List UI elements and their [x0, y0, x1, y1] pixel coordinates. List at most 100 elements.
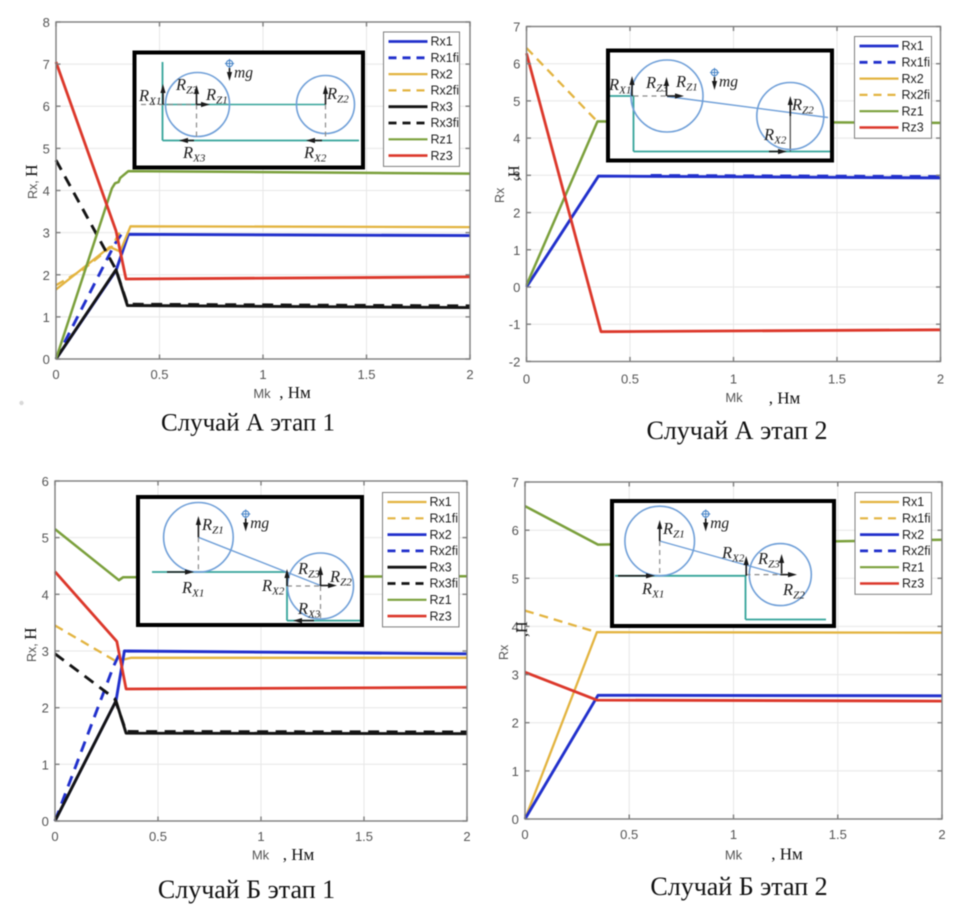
- svg-text:6: 6: [43, 99, 50, 114]
- svg-text:1: 1: [512, 764, 519, 779]
- svg-text:2: 2: [513, 206, 520, 221]
- svg-text:Случай А этап 2: Случай А этап 2: [646, 416, 827, 445]
- svg-text:Rx1fi: Rx1fi: [431, 51, 459, 65]
- svg-text:Rz3: Rz3: [430, 609, 452, 623]
- svg-text:, Нм: , Нм: [283, 845, 315, 864]
- svg-text:Mk: Mk: [725, 390, 743, 405]
- svg-text:4: 4: [43, 184, 50, 199]
- svg-text:Rz3: Rz3: [431, 149, 453, 163]
- svg-text:Rx, Н: Rx, Н: [22, 164, 41, 199]
- svg-text:Rx2fi: Rx2fi: [430, 544, 458, 558]
- svg-text:0: 0: [51, 829, 58, 844]
- svg-text:1.5: 1.5: [829, 827, 847, 842]
- svg-text:8: 8: [43, 15, 50, 30]
- svg-text:2: 2: [42, 701, 49, 716]
- svg-text:Rx2: Rx2: [431, 67, 453, 81]
- svg-text:1: 1: [43, 310, 50, 325]
- svg-text:-2: -2: [509, 354, 521, 369]
- svg-text:3: 3: [43, 226, 50, 241]
- svg-text:Rx: Rx: [497, 644, 511, 660]
- svg-text:, Нм: , Нм: [769, 389, 801, 408]
- svg-text:, Нм: , Нм: [771, 845, 803, 864]
- svg-text:4: 4: [512, 619, 519, 634]
- svg-text:6: 6: [512, 523, 519, 538]
- svg-text:,Н: ,Н: [514, 621, 531, 637]
- svg-text:Rx2fi: Rx2fi: [431, 84, 459, 98]
- svg-text:2: 2: [466, 367, 473, 382]
- svg-text:7: 7: [43, 57, 50, 72]
- svg-text:Rx3fi: Rx3fi: [430, 577, 458, 591]
- svg-text:Rx1: Rx1: [431, 35, 453, 49]
- svg-text:1.5: 1.5: [357, 367, 375, 382]
- svg-text:2: 2: [512, 716, 519, 731]
- svg-text:Rx2fi: Rx2fi: [902, 544, 930, 558]
- svg-text:Rz1: Rz1: [430, 593, 452, 607]
- svg-text:0: 0: [42, 814, 49, 829]
- svg-text:4: 4: [513, 131, 520, 146]
- svg-text:4: 4: [42, 587, 49, 602]
- svg-text:1: 1: [259, 367, 266, 382]
- svg-text:Rx, Н: Rx, Н: [21, 627, 40, 662]
- svg-text:Rx1: Rx1: [902, 495, 924, 509]
- svg-text:1.5: 1.5: [828, 371, 846, 386]
- svg-text:0.5: 0.5: [149, 829, 167, 844]
- svg-text:0: 0: [52, 367, 59, 382]
- svg-text:Случай Б этап 1: Случай Б этап 1: [158, 875, 335, 904]
- svg-text:1: 1: [730, 827, 737, 842]
- svg-text:Rx2fi: Rx2fi: [902, 88, 930, 102]
- svg-text:-1: -1: [509, 317, 521, 332]
- svg-text:Mk: Mk: [725, 848, 743, 863]
- svg-text:7: 7: [512, 475, 519, 490]
- svg-text:,Н: ,Н: [506, 165, 523, 181]
- svg-text:3: 3: [512, 668, 519, 683]
- svg-text:1: 1: [42, 757, 49, 772]
- svg-text:0.5: 0.5: [620, 827, 638, 842]
- svg-text:Rz3: Rz3: [902, 121, 924, 135]
- svg-text:5: 5: [43, 141, 50, 156]
- svg-text:Rx3: Rx3: [431, 100, 453, 114]
- svg-text:0: 0: [523, 371, 530, 386]
- svg-text:Случай А этап 1: Случай А этап 1: [161, 410, 335, 437]
- svg-text:Rz1: Rz1: [902, 104, 924, 118]
- svg-text:5: 5: [513, 94, 520, 109]
- svg-text:mg: mg: [719, 74, 738, 91]
- svg-text:0: 0: [513, 280, 520, 295]
- svg-text:1.5: 1.5: [355, 829, 373, 844]
- svg-text:, Нм: , Нм: [279, 383, 311, 402]
- svg-text:Rx1: Rx1: [430, 495, 452, 509]
- svg-text:Rx3: Rx3: [430, 560, 452, 574]
- svg-text:Rx2: Rx2: [902, 528, 924, 542]
- svg-text:6: 6: [42, 474, 49, 489]
- svg-text:Rx1fi: Rx1fi: [902, 512, 930, 526]
- svg-text:3: 3: [513, 168, 520, 183]
- svg-text:1: 1: [257, 829, 264, 844]
- svg-text:0.5: 0.5: [621, 371, 639, 386]
- svg-text:1: 1: [513, 243, 520, 258]
- svg-text:mg: mg: [710, 515, 729, 532]
- svg-text:Rx1: Rx1: [902, 39, 924, 53]
- svg-text:0: 0: [521, 827, 528, 842]
- svg-text:Случай Б этап 2: Случай Б этап 2: [650, 872, 827, 901]
- svg-text:2: 2: [463, 829, 470, 844]
- svg-text:Rx1fi: Rx1fi: [902, 56, 930, 70]
- svg-text:2: 2: [43, 268, 50, 283]
- svg-text:0: 0: [43, 352, 50, 367]
- svg-text:Rx2: Rx2: [902, 72, 924, 86]
- svg-text:7: 7: [513, 20, 520, 35]
- svg-text:Rz1: Rz1: [902, 560, 924, 574]
- svg-text:Rx: Rx: [493, 187, 507, 203]
- svg-text:6: 6: [513, 57, 520, 72]
- svg-text:Rz1: Rz1: [431, 133, 453, 147]
- svg-text:5: 5: [42, 531, 49, 546]
- svg-text:5: 5: [512, 571, 519, 586]
- svg-text:Rz3: Rz3: [902, 577, 924, 591]
- svg-text:Mk: Mk: [252, 848, 270, 863]
- svg-text:Mk: Mk: [253, 386, 271, 401]
- svg-text:3: 3: [42, 644, 49, 659]
- svg-text:Rx1fi: Rx1fi: [430, 512, 458, 526]
- svg-text:Rx3fi: Rx3fi: [431, 116, 459, 130]
- svg-text:0.5: 0.5: [150, 367, 168, 382]
- svg-text:Rx2: Rx2: [430, 528, 452, 542]
- svg-text:2: 2: [938, 827, 945, 842]
- svg-text:mg: mg: [234, 65, 253, 82]
